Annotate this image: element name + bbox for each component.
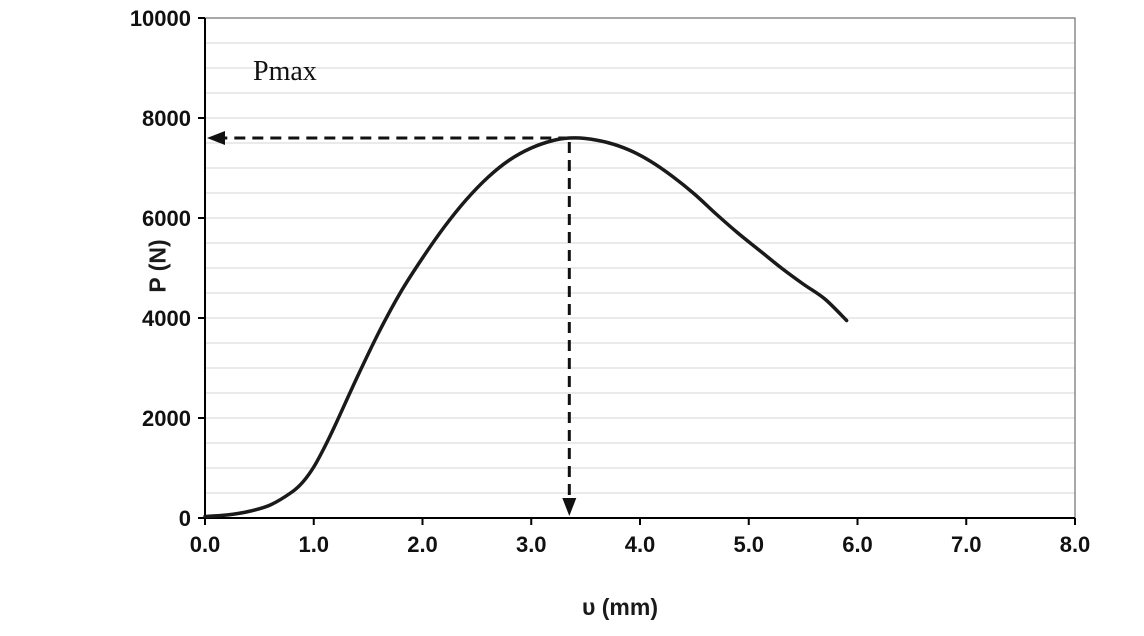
x-tick-label: 4.0 [625,532,656,557]
x-tick-label: 5.0 [733,532,764,557]
load-displacement-curve [203,136,849,519]
x-tick-label: 6.0 [842,532,873,557]
down-arrowhead-icon [562,498,577,516]
x-tick-label: 0.0 [190,532,221,557]
x-tick-label: 7.0 [951,532,982,557]
x-tick-label: 1.0 [298,532,329,557]
left-arrowhead-icon [207,131,225,145]
y-tick-label: 0 [179,506,191,531]
y-tick-label: 8000 [142,106,191,131]
y-tick-label: 6000 [142,206,191,231]
pmax-annotation: Pmax [253,56,317,87]
y-tick-label: 4000 [142,306,191,331]
y-tick-label: 2000 [142,406,191,431]
x-tick-label: 3.0 [516,532,547,557]
y-axis-title: P (N) [144,239,171,293]
y-tick-label: 10000 [130,6,191,31]
x-tick-label: 8.0 [1060,532,1091,557]
x-axis-title: υ (mm) [582,594,658,620]
x-tick-label: 2.0 [407,532,438,557]
